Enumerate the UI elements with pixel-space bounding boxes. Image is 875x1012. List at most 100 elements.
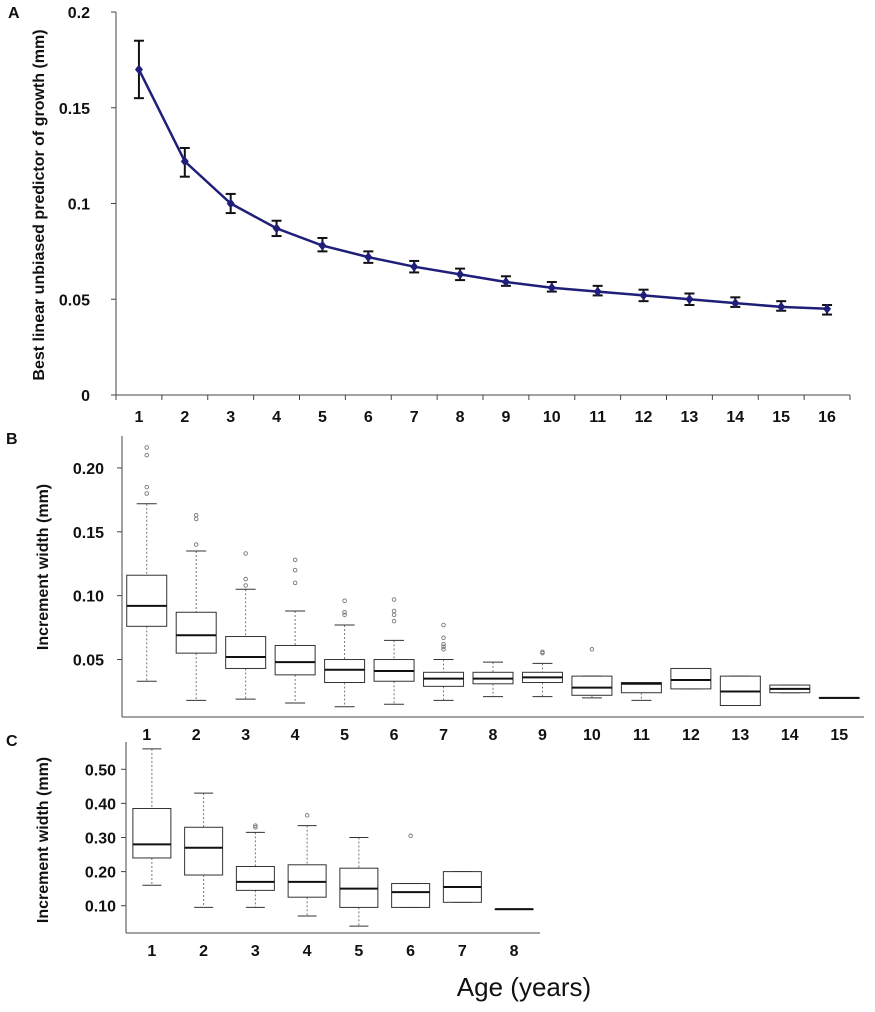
panel-b-x-tick-label: 8 xyxy=(489,727,498,744)
panel-b-x-tick-label: 6 xyxy=(390,727,399,744)
panel-b-box xyxy=(274,644,316,676)
panel-b-box-group xyxy=(818,696,860,699)
panel-a-axes: 00.050.10.150.21 2 3 4 5 6 7 8 9 10 11 12 13 14 15 16 xyxy=(59,5,851,426)
panel-c: C Increment width (mm) 0.100.200.300.400… xyxy=(6,733,540,960)
panel-c-box-group xyxy=(287,813,327,917)
panel-c-box-group xyxy=(132,748,172,886)
panel-c-y-axis-label: Increment width (mm) xyxy=(35,757,52,923)
panel-a-y-tick-label: 0.05 xyxy=(59,292,90,309)
panel-b-outlier xyxy=(441,644,446,650)
panel-a-x-tick-label: 2 xyxy=(180,409,189,426)
panel-b-outlier xyxy=(193,516,199,522)
panel-b-box xyxy=(670,667,712,690)
panel-a-data-point xyxy=(272,223,281,234)
panel-a-y-tick-label: 0 xyxy=(81,388,90,405)
panel-b-box-group xyxy=(373,597,415,705)
panel-a-x-tick-label: 4 xyxy=(272,409,281,426)
panel-b-box-group xyxy=(719,675,761,707)
panel-b-outlier xyxy=(391,612,397,618)
panel-b-outlier xyxy=(342,598,347,604)
panel-c-box-group xyxy=(442,871,482,903)
panel-c-y-tick-label: 0.30 xyxy=(85,831,116,848)
panel-b-outlier xyxy=(391,597,397,602)
panel-b-outlier xyxy=(193,542,199,547)
panel-a-series xyxy=(133,39,833,316)
panel-a-data-point xyxy=(593,286,602,297)
panel-a-data-point xyxy=(639,290,648,301)
panel-b-x-tick-label: 11 xyxy=(633,727,650,744)
panel-c-box xyxy=(391,883,431,908)
panel-b-y-tick-label: 0.15 xyxy=(73,525,104,542)
panel-c-boxes xyxy=(132,748,534,927)
panel-a-y-tick-label: 0.2 xyxy=(68,5,90,22)
panel-c-box-group xyxy=(494,908,534,911)
panel-c-y-tick-label: 0.40 xyxy=(85,796,116,813)
panel-b-x-tick-label: 12 xyxy=(682,727,700,744)
panel-c-x-tick-label: 1 xyxy=(147,943,156,960)
panel-b-outlier xyxy=(193,512,199,518)
panel-c-x-tick-label: 3 xyxy=(251,943,260,960)
panel-c-x-tick-label: 5 xyxy=(354,943,363,960)
panel-a-x-tick-label: 13 xyxy=(681,409,699,426)
panel-a-x-tick-label: 5 xyxy=(318,409,327,426)
panel-b-outlier xyxy=(441,635,446,641)
panel-a-x-tick-label: 16 xyxy=(818,409,836,426)
panel-c-outlier xyxy=(304,813,310,818)
panel-b-x-tick-label: 9 xyxy=(538,727,547,744)
panel-b-y-tick-label: 0.10 xyxy=(73,589,104,606)
panel-a-x-tick-label: 15 xyxy=(772,409,790,426)
panel-b-box-group xyxy=(225,551,267,700)
panel-b-outlier xyxy=(144,445,149,450)
panel-b-outlier xyxy=(391,608,397,614)
panel-a-x-tick-label: 12 xyxy=(635,409,653,426)
panel-a-data-point xyxy=(456,269,465,280)
panel-b-outlier xyxy=(243,583,248,588)
panel-b-y-tick-label: 0.20 xyxy=(73,461,104,478)
panel-c-box xyxy=(235,865,275,891)
panel-b-box-group xyxy=(521,649,563,698)
panel-b-box-group xyxy=(769,684,811,694)
panel-b-box-group xyxy=(670,667,712,690)
panel-b-y-tick-label: 0.05 xyxy=(73,653,104,670)
panel-b-x-tick-label: 13 xyxy=(731,727,749,744)
panel-b-box xyxy=(126,574,168,627)
panel-b-x-tick-label: 15 xyxy=(830,727,848,744)
panel-a-data-point xyxy=(777,301,786,312)
panel-c-y-tick-label: 0.20 xyxy=(85,865,116,882)
panel-b-outlier xyxy=(441,647,446,652)
panel-a-data-point xyxy=(731,298,740,309)
panel-b-box xyxy=(571,675,613,696)
panel-b-outlier xyxy=(342,610,347,615)
panel-a-data-point xyxy=(823,303,832,314)
panel-a-data-point xyxy=(226,198,235,209)
panel-c-outlier xyxy=(253,825,258,830)
panel-b-box-group xyxy=(423,622,465,701)
panel-b-box-group xyxy=(472,661,514,698)
panel-b-box-group xyxy=(620,682,662,701)
panel-a-x-tick-label: 8 xyxy=(456,409,465,426)
panel-b-x-tick-label: 3 xyxy=(241,727,250,744)
panel-b-x-tick-label: 2 xyxy=(192,727,201,744)
panel-b-letter: B xyxy=(6,431,18,448)
panel-a-data-point xyxy=(547,282,556,293)
panel-b-outlier xyxy=(243,551,248,556)
panel-a-letter: A xyxy=(8,5,20,22)
panel-b-outlier xyxy=(292,580,298,586)
panel-b-x-tick-label: 7 xyxy=(439,727,448,744)
panel-b-outlier xyxy=(144,491,149,496)
panel-c-x-tick-label: 2 xyxy=(199,943,208,960)
panel-a-data-point xyxy=(180,156,189,167)
panel-b-box xyxy=(225,636,267,669)
panel-c-x-tick-label: 6 xyxy=(406,943,415,960)
panel-b: B Increment width (mm) 0.05 0.10 0.15 0.20 1… xyxy=(6,431,864,744)
panel-b-outlier xyxy=(342,612,347,618)
panel-c-x-tick-label: 4 xyxy=(303,943,312,960)
panel-b-box-group xyxy=(126,445,168,682)
panel-a: A Best linear unbiased predictor of grow… xyxy=(8,5,851,426)
panel-a-x-tick-label: 3 xyxy=(226,409,235,426)
panel-b-box xyxy=(620,682,662,694)
panel-a-x-tick-label: 6 xyxy=(364,409,373,426)
panel-b-x-tick-label: 1 xyxy=(142,727,151,744)
panel-c-axes: 0.10 0.20 0.30 0.40 0.50 1 2 3 4 5 6 7 8 xyxy=(85,742,540,960)
